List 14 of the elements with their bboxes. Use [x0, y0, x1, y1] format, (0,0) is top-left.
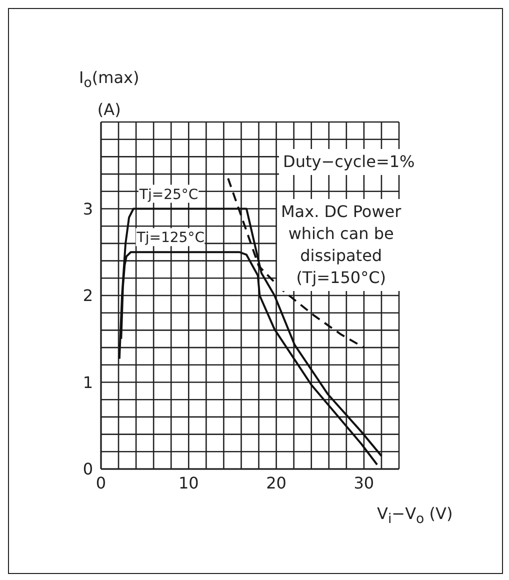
- x-tick-label: 0: [96, 473, 106, 492]
- y-tick-label: 0: [82, 460, 93, 479]
- series-label: Tj=25°C: [138, 186, 198, 203]
- y-tick-label: 2: [82, 286, 93, 306]
- y-tick-label: 3: [82, 199, 93, 218]
- y-tick-label: 1: [82, 372, 93, 392]
- x-tick-label: 20: [266, 473, 286, 492]
- x-axis-title: V$_{i}$−V$_{o}$ (V): [377, 504, 453, 528]
- annotation: Duty−cycle=1%: [279, 149, 419, 175]
- x-tick-label: 30: [354, 473, 374, 492]
- series-label: Tj=125°C: [136, 230, 205, 246]
- annotation: Max. DC Power which can be dissipated (Tj=150°C): [277, 199, 406, 291]
- y-axis-title: I$_{o}$(max) (A): [79, 67, 140, 122]
- x-tick-label: 10: [178, 473, 199, 492]
